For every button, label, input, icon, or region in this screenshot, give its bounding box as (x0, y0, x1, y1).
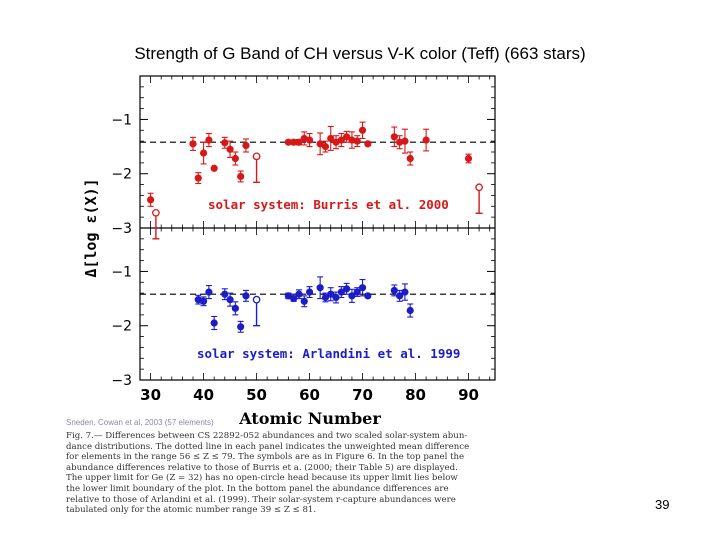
data-point (231, 304, 239, 312)
data-point (337, 136, 345, 144)
data-point (226, 145, 234, 153)
caption-line: for elements in the range 56 ≤ Z ≤ 79. T… (66, 452, 465, 463)
data-point (146, 196, 155, 204)
data-point (226, 296, 234, 304)
y-tick-label: −1 (111, 264, 132, 280)
caption-line: tabulated only for the atomic number ran… (66, 505, 317, 516)
x-tick-label: 90 (458, 386, 479, 404)
data-point-limit (252, 295, 261, 304)
x-tick-label: 70 (352, 386, 373, 404)
x-tick-label: 50 (246, 386, 267, 404)
data-point (231, 154, 239, 163)
data-point (237, 323, 245, 331)
data-point (242, 141, 250, 150)
data-point (199, 149, 208, 157)
y-tick-label: −1 (111, 112, 132, 128)
data-point (316, 284, 324, 292)
caption-line: the lower limit boundary of the plot. In… (66, 483, 449, 494)
data-point (221, 290, 229, 298)
slide-title: Strength of G Band of CH versus V-K colo… (134, 44, 586, 63)
data-point (343, 133, 351, 141)
x-tick-label: 80 (405, 386, 426, 404)
data-point-limit (475, 183, 483, 192)
page-number: 39 (655, 497, 670, 512)
data-point (353, 288, 361, 296)
data-point (205, 136, 213, 144)
data-point (221, 139, 229, 147)
y-tick-label: −3 (111, 373, 132, 389)
data-point (422, 136, 430, 144)
data-point-limit (152, 208, 160, 217)
data-point (205, 288, 213, 296)
y-tick-label: −2 (111, 319, 132, 335)
data-point (401, 288, 409, 296)
data-point (406, 306, 414, 315)
y-tick-label: −2 (111, 167, 132, 183)
data-point (321, 142, 330, 151)
panel-label: solar system: Arlandini et al. 1999 (197, 346, 460, 361)
data-point (364, 292, 372, 300)
data-point (305, 288, 314, 296)
figure-credit: Sneden, Cowan et al, 2003 (57 elements) (66, 418, 214, 427)
data-point (305, 136, 314, 144)
data-point-limit (252, 152, 261, 161)
data-point (390, 133, 398, 141)
chart: −1 −2 −3 solar system: Burris et al. 2000 −1… (82, 75, 496, 428)
figure-caption: Fig. 7.— Differences between CS 22892-05… (66, 431, 506, 516)
y-axis-title: Δ[log ε(X)] (82, 178, 100, 277)
figure: −1 −2 −3 solar system: Burris et al. 2000 −1… (60, 68, 510, 540)
data-point (353, 137, 361, 145)
caption-line: Fig. 7.— Differences between CS 22892-05… (66, 431, 468, 441)
data-point (295, 138, 303, 146)
data-point (396, 292, 404, 300)
data-point (358, 126, 367, 134)
data-point (199, 297, 208, 305)
data-point (321, 293, 330, 302)
data-point (406, 154, 414, 163)
caption-line: dance distributions. The dotted line in … (66, 441, 470, 452)
data-point (401, 137, 409, 145)
data-point (337, 288, 345, 296)
panel-label: solar system: Burris et al. 2000 (208, 197, 449, 212)
data-point (364, 140, 372, 148)
data-point (358, 284, 367, 292)
caption-line: relative to those of Arlandini et al. (1… (66, 494, 456, 505)
y-tick-label: −3 (111, 221, 132, 237)
x-tick-label: 30 (140, 386, 161, 404)
caption-line: The upper limit for Ge (Z = 32) has no o… (66, 473, 458, 484)
x-axis-title: Atomic Number (238, 409, 381, 428)
data-point (189, 140, 197, 148)
data-point (210, 319, 218, 327)
caption-line: abundance differences relative to those … (66, 462, 458, 473)
data-point (295, 290, 303, 298)
data-point (464, 154, 473, 163)
data-point (327, 290, 335, 298)
data-point (237, 172, 245, 181)
data-point (194, 174, 202, 182)
x-tick-label: 60 (299, 386, 320, 404)
data-point (242, 292, 250, 300)
data-point (210, 164, 218, 172)
data-point (327, 134, 335, 143)
data-point (300, 297, 308, 305)
x-tick-label: 40 (193, 386, 214, 404)
